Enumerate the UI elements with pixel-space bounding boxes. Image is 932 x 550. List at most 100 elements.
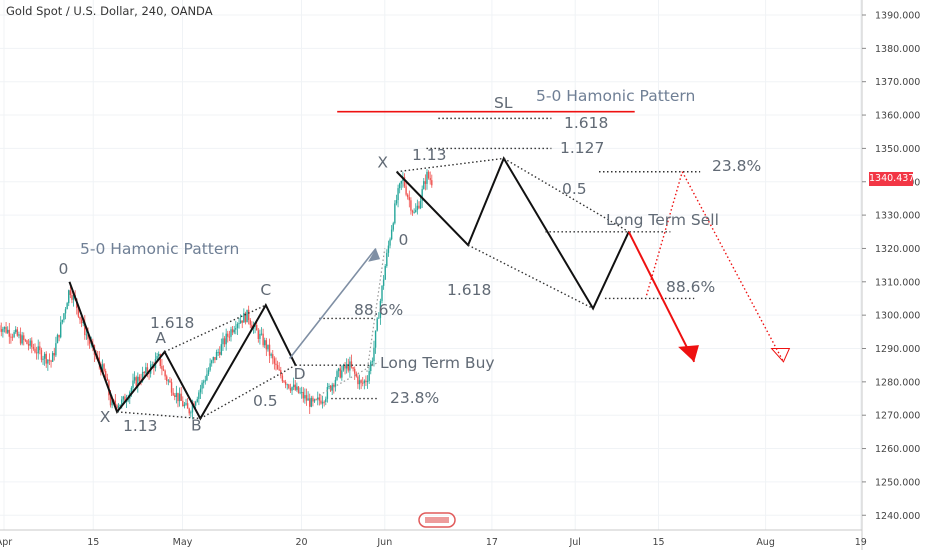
- candle-body: [326, 387, 329, 399]
- candle-body: [63, 313, 65, 320]
- candle-body: [281, 375, 284, 382]
- candle-body: [111, 400, 113, 406]
- candle-body: [5, 326, 7, 333]
- candle-body: [339, 368, 341, 378]
- price-tick-label: 1370.000: [875, 77, 920, 88]
- candle-body: [405, 186, 407, 195]
- candle-body: [23, 335, 25, 340]
- candle-body: [201, 382, 203, 389]
- candle-body: [288, 384, 290, 389]
- pattern-dotted: [503, 157, 630, 233]
- arrow-head: [368, 248, 381, 262]
- candle-body: [427, 171, 430, 178]
- candle-body: [328, 385, 330, 388]
- candle-body: [177, 392, 179, 402]
- candle-body: [254, 324, 256, 327]
- price-tick-label: 1270.000: [875, 411, 920, 422]
- candle-body: [47, 359, 49, 364]
- candle-body: [69, 290, 72, 296]
- annotation-label: 5-0 Hamonic Pattern: [80, 240, 239, 258]
- time-tick-label: 20: [295, 537, 307, 548]
- alt-arrow-head: [770, 348, 791, 363]
- time-axis[interactable]: Apr 15 May 20 Jun 17 Jul 15 Aug 19: [0, 529, 867, 548]
- retrace-dotted: [319, 361, 380, 396]
- candle-body: [212, 357, 215, 361]
- price-tick-label: 1380.000: [875, 44, 920, 55]
- candle-body: [358, 380, 361, 385]
- candle-body: [373, 347, 375, 362]
- candle-body: [342, 365, 345, 371]
- candle-body: [29, 340, 31, 346]
- annotation-label: 1.618: [447, 281, 491, 299]
- candle-body: [146, 367, 149, 374]
- candle-body: [321, 401, 324, 404]
- candle-body: [19, 334, 22, 344]
- price-tick-label: 1320.000: [875, 244, 920, 255]
- pattern-drawings: [68, 110, 791, 421]
- candle-body: [389, 239, 391, 246]
- price-tick-label: 1250.000: [875, 477, 920, 488]
- buy-projection-arrow: [288, 247, 377, 359]
- pattern-point-label: 0: [59, 260, 69, 278]
- candle-body: [297, 386, 300, 393]
- candle-body: [291, 387, 293, 391]
- candle-body: [265, 340, 268, 350]
- candle-body: [145, 367, 147, 373]
- candle-body: [119, 404, 121, 407]
- candle-body: [421, 189, 423, 202]
- candle-body: [318, 397, 321, 401]
- candle-body: [368, 371, 370, 381]
- price-tick-label: 1240.000: [875, 511, 920, 522]
- candle-body: [272, 354, 274, 359]
- candle-body: [395, 200, 398, 204]
- price-tick-label: 1350.000: [875, 144, 920, 155]
- candle-body: [310, 397, 313, 407]
- alt-path-down: [681, 171, 785, 363]
- candle-body: [190, 412, 192, 414]
- candle-body: [0, 329, 2, 332]
- candle-body: [37, 346, 39, 354]
- candle-body: [72, 294, 75, 300]
- candle-body: [34, 348, 36, 353]
- candle-body: [410, 200, 412, 211]
- annotation-label: SL: [494, 94, 513, 112]
- candle-body: [376, 318, 378, 331]
- candle-body: [15, 329, 17, 333]
- candle-body: [79, 316, 81, 320]
- price-tick-label: 1300.000: [875, 311, 920, 322]
- candle-body: [122, 396, 125, 400]
- candle-body: [317, 397, 319, 400]
- candle-body: [141, 371, 144, 381]
- candle-body: [71, 295, 73, 300]
- candle-body: [166, 376, 168, 381]
- candle-body: [415, 210, 417, 213]
- candle-body: [32, 347, 35, 349]
- candle-body: [130, 387, 133, 393]
- candle-body: [194, 401, 197, 406]
- candle-body: [35, 352, 38, 354]
- candle-body: [183, 404, 186, 407]
- candle-body: [350, 361, 353, 368]
- candle-body: [196, 399, 198, 402]
- price-axis[interactable]: 1390.000 1380.000 1370.000 1360.000 1350.000…: [861, 0, 920, 550]
- candle-body: [267, 344, 269, 350]
- candle-body: [423, 181, 425, 190]
- candle-body: [238, 323, 240, 324]
- candle-body: [246, 309, 248, 323]
- candle-body: [223, 338, 226, 345]
- pattern-point-label: B: [191, 417, 202, 435]
- candle-body: [174, 395, 176, 397]
- tradingview-logo: [418, 512, 456, 528]
- time-tick-label: Jul: [568, 537, 580, 548]
- annotation-label: 1.618: [564, 114, 608, 132]
- candle-body: [88, 339, 91, 344]
- annotation-label: 0.5: [253, 392, 278, 410]
- candle-body: [169, 380, 171, 383]
- candle-body: [45, 353, 47, 364]
- candle-body: [394, 203, 396, 224]
- candle-body: [77, 308, 80, 317]
- candle-body: [26, 340, 28, 345]
- candle-body: [260, 333, 263, 335]
- annotation-label: Long Term Sell: [606, 211, 719, 229]
